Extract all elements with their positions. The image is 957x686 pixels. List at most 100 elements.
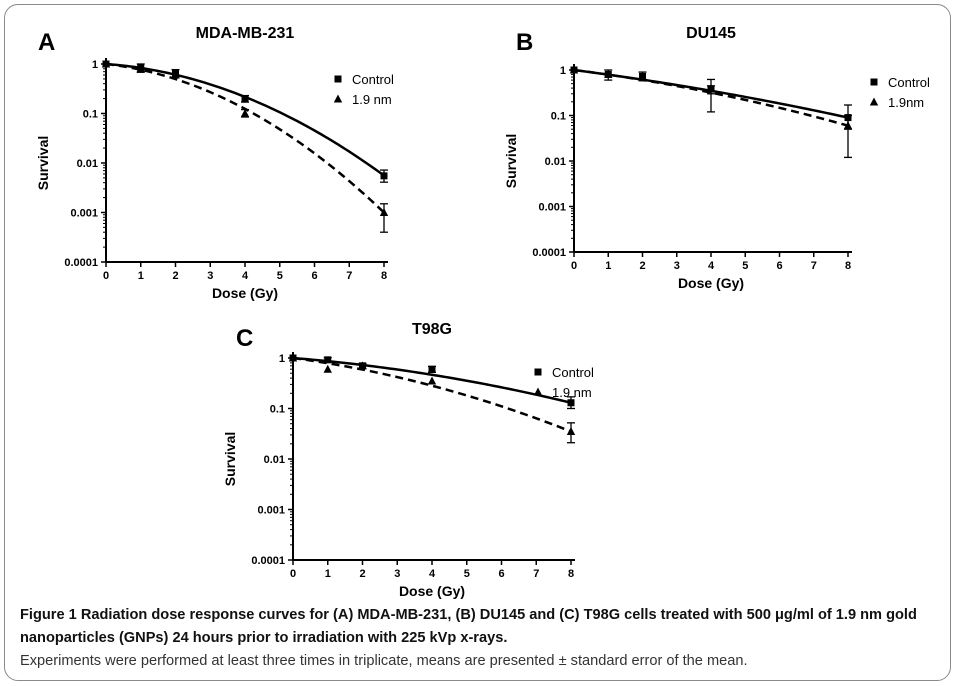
y-tick-label-a: 0.01: [77, 158, 98, 170]
data-point-control-c: [428, 365, 436, 373]
x-tick-label-a: 0: [103, 270, 109, 282]
legend-label-gnp-c: 1.9 nm: [552, 385, 592, 400]
legend-label-control-c: Control: [552, 365, 594, 380]
legend-marker-control-b: [870, 78, 878, 86]
y-axis-label-a: Survival: [35, 136, 51, 190]
x-tick-label-b: 5: [742, 260, 748, 272]
x-tick-label-b: 2: [639, 260, 645, 272]
y-tick-label-a: 0.0001: [64, 257, 98, 269]
y-tick-label-b: 0.01: [545, 156, 566, 168]
x-tick-label-b: 4: [708, 260, 715, 272]
x-axis-label-c: Dose (Gy): [399, 583, 465, 599]
chart-panel-a: A MDA-MB-231 1 0.1 0.01 0.001 0.0001 0 1 2 3 4 5 6 7 8 D…: [26, 22, 436, 312]
data-point-gnp-b: [638, 71, 647, 80]
y-tick-label-c: 0.001: [257, 505, 285, 517]
x-tick-label-b: 0: [571, 260, 577, 272]
data-point-gnp-a: [379, 208, 389, 216]
y-tick-label-c: 0.01: [264, 454, 285, 466]
chart-title-a: MDA-MB-231: [196, 25, 295, 42]
chart-panel-c: C T98G 1 0.1 0.01 0.001 0.0001 0 1 2 3 4 5 6 7 8 Dose (G…: [218, 318, 678, 603]
x-tick-label-c: 4: [429, 568, 436, 580]
data-point-gnp-b: [843, 121, 853, 130]
data-point-gnp-c: [358, 361, 367, 370]
x-tick-label-b: 1: [605, 260, 611, 272]
chart-title-c: T98G: [412, 321, 452, 338]
data-point-control-c: [324, 356, 332, 364]
legend-label-gnp-b: 1.9nm: [888, 95, 924, 110]
legend-label-gnp-a: 1.9 nm: [352, 92, 392, 107]
data-point-gnp-a: [101, 59, 111, 68]
caption-heading: Figure 1: [20, 607, 77, 623]
legend-label-control-a: Control: [352, 72, 394, 87]
x-tick-label-a: 3: [207, 270, 213, 282]
chart-c-svg: C T98G 1 0.1 0.01 0.001 0.0001 0 1 2 3 4 5 6 7 8 Dose (G…: [222, 321, 594, 599]
data-point-gnp-a: [171, 70, 180, 79]
x-tick-label-a: 7: [346, 270, 352, 282]
x-tick-label-c: 8: [568, 568, 574, 580]
caption-bold-text: Radiation dose response curves for (A) M…: [20, 607, 917, 646]
fit-line-gnp-c: [292, 356, 572, 433]
legend-marker-gnp-a: [333, 94, 343, 103]
y-axis-label-c: Survival: [222, 432, 238, 486]
legend-marker-gnp-c: [533, 387, 543, 396]
y-tick-label-a: 0.001: [70, 208, 98, 220]
data-point-gnp-b: [569, 65, 579, 74]
x-tick-label-c: 0: [290, 568, 296, 580]
x-tick-label-a: 5: [277, 270, 283, 282]
figure-frame: [4, 4, 951, 681]
x-tick-label-b: 8: [845, 260, 851, 272]
x-tick-label-a: 8: [381, 270, 387, 282]
caption-normal-text: Experiments were performed at least thre…: [20, 653, 748, 669]
chart-panel-b: B DU145 1 0.1 0.01 0.001 0.0001 0 1 2 3 4 5 6 7 8 Dose (…: [503, 22, 948, 312]
x-tick-label-c: 6: [498, 568, 504, 580]
legend-marker-control-c: [534, 368, 542, 376]
x-tick-label-b: 6: [776, 260, 782, 272]
panel-letter-b: B: [516, 29, 533, 56]
y-tick-label-b: 0.0001: [532, 247, 566, 259]
data-point-gnp-b: [706, 83, 716, 92]
y-tick-label-c: 0.1: [270, 404, 285, 416]
y-tick-label-c: 1: [279, 353, 285, 365]
y-tick-label-b: 1: [560, 65, 566, 77]
data-point-control-a: [241, 95, 249, 103]
fit-line-control-c: [292, 356, 572, 404]
x-tick-label-c: 1: [325, 568, 331, 580]
y-tick-label-a: 1: [92, 59, 98, 71]
x-tick-label-a: 1: [138, 270, 144, 282]
x-tick-label-a: 6: [311, 270, 317, 282]
y-tick-label-b: 0.001: [538, 202, 566, 214]
chart-b-svg: B DU145 1 0.1 0.01 0.001 0.0001 0 1 2 3 4 5 6 7 8 Dose (…: [503, 25, 930, 291]
fit-line-gnp-a: [105, 62, 385, 214]
x-tick-label-a: 4: [242, 270, 249, 282]
data-point-gnp-c: [566, 427, 576, 436]
y-tick-label-c: 0.0001: [251, 555, 285, 567]
x-tick-label-a: 2: [172, 270, 178, 282]
data-point-gnp-c: [288, 353, 298, 362]
x-axis-label-b: Dose (Gy): [678, 275, 744, 291]
x-tick-label-c: 2: [359, 568, 365, 580]
data-point-gnp-a: [136, 64, 145, 73]
figure-caption: Figure 1 Radiation dose response curves …: [20, 604, 950, 673]
y-axis-label-b: Survival: [503, 134, 519, 188]
data-point-control-a: [380, 172, 388, 180]
legend-marker-control-a: [334, 75, 342, 83]
x-tick-label-c: 5: [464, 568, 470, 580]
data-point-control-c: [567, 399, 575, 407]
x-tick-label-b: 7: [811, 260, 817, 272]
data-point-gnp-c: [323, 364, 332, 373]
legend-label-control-b: Control: [888, 75, 930, 90]
data-point-gnp-b: [604, 69, 613, 78]
y-tick-label-b: 0.1: [551, 111, 566, 123]
chart-title-b: DU145: [686, 25, 736, 42]
x-tick-label-c: 7: [533, 568, 539, 580]
panel-letter-a: A: [38, 29, 55, 56]
panel-letter-c: C: [236, 325, 253, 352]
data-point-gnp-a: [240, 109, 250, 117]
legend-marker-gnp-b: [869, 97, 879, 106]
fit-line-control-a: [105, 62, 385, 177]
x-tick-label-c: 3: [394, 568, 400, 580]
x-axis-label-a: Dose (Gy): [212, 285, 278, 301]
y-tick-label-a: 0.1: [83, 109, 98, 121]
data-point-gnp-c: [427, 376, 437, 385]
chart-a-svg: A MDA-MB-231 1 0.1 0.01 0.001 0.0001 0 1 2 3 4 5 6 7 8 D…: [35, 25, 394, 301]
